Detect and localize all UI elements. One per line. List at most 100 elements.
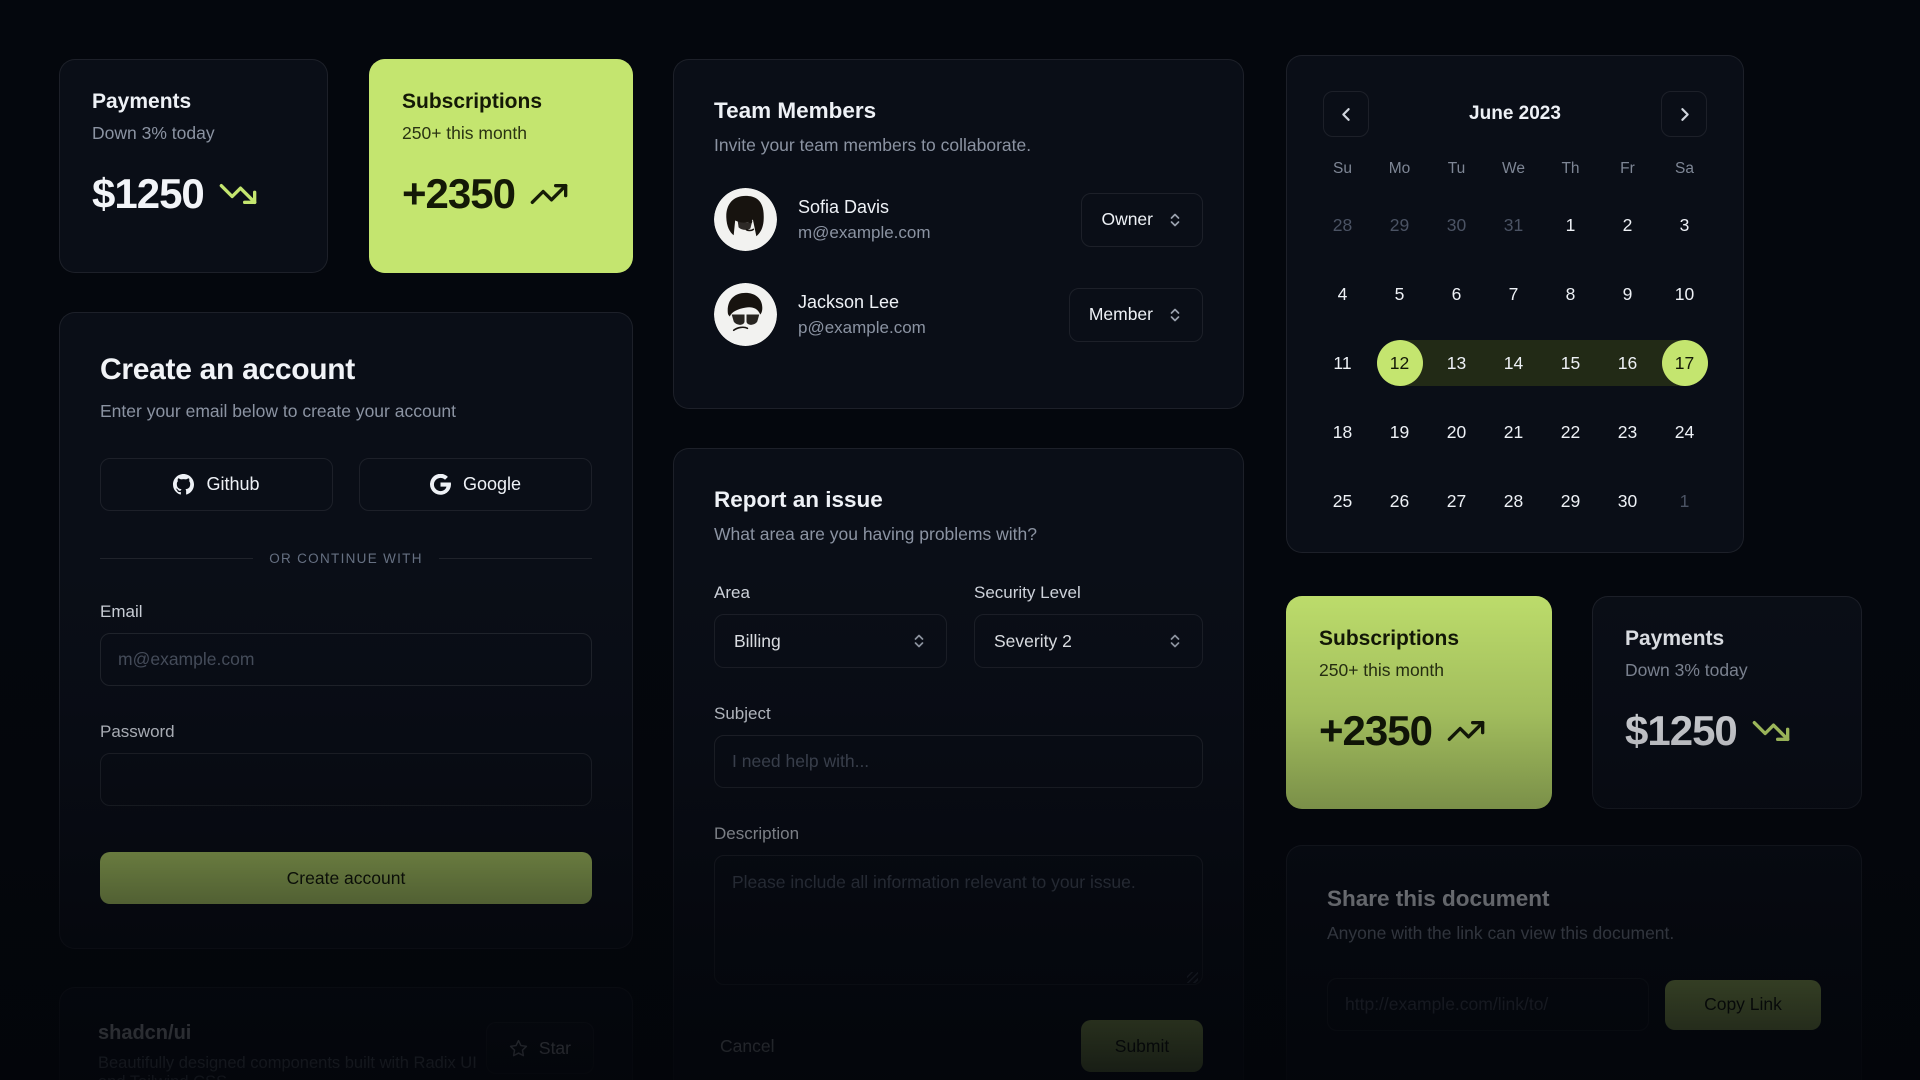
calendar-day[interactable]: 13 [1428,340,1485,386]
trending-up-icon [530,184,568,204]
copy-link-button[interactable]: Copy Link [1665,979,1821,1030]
calendar-day[interactable]: 23 [1599,409,1656,455]
card-title: Payments [1625,627,1725,650]
security-level-select-value: Severity 2 [994,630,1072,651]
calendar-day[interactable]: 29 [1371,202,1428,248]
calendar-day-number: 1 [1565,214,1576,235]
calendar-day[interactable]: 24 [1656,409,1713,455]
calendar-day[interactable]: 31 [1485,202,1542,248]
cancel-button[interactable]: Cancel [714,1024,780,1069]
google-button-label: Google [462,474,522,494]
calendar-day[interactable]: 28 [1314,202,1371,248]
member-email: m@example.com [798,222,931,242]
calendar-day-number: 11 [1333,352,1352,373]
calendar-day-number: 14 [1503,352,1524,373]
calendar-day-number: 20 [1446,421,1467,442]
calendar-day-number: 26 [1389,490,1410,511]
calendar-day[interactable]: 12 [1371,340,1428,386]
star-button[interactable]: Star [485,1022,594,1074]
calendar-day[interactable]: 8 [1542,271,1599,317]
calendar-day[interactable]: 30 [1599,478,1656,524]
report-issue-card: Report an issue What area are you having… [673,448,1244,1080]
calendar-month-label: June 2023 [1469,103,1561,124]
calendar-day[interactable]: 22 [1542,409,1599,455]
calendar-day[interactable]: 27 [1428,478,1485,524]
calendar-day[interactable]: 1 [1542,202,1599,248]
calendar-day-number: 21 [1503,421,1524,442]
security-level-select[interactable]: Severity 2 [974,614,1203,668]
role-select-member[interactable]: Member [1068,287,1203,342]
calendar-day[interactable]: 11 [1314,340,1371,386]
description-field[interactable] [714,855,1203,985]
password-label: Password [100,722,175,741]
email-field[interactable] [100,633,592,686]
card-title: Share this document [1327,886,1550,911]
area-select[interactable]: Billing [714,614,947,668]
next-month-button[interactable] [1661,91,1707,137]
calendar-day[interactable]: 18 [1314,409,1371,455]
member-email: p@example.com [798,317,926,337]
calendar-day-number: 23 [1617,421,1638,442]
calendar-day[interactable]: 5 [1371,271,1428,317]
calendar-day[interactable]: 16 [1599,340,1656,386]
trending-up-icon [1447,721,1485,741]
create-account-card: Create an account Enter your email below… [59,312,633,949]
calendar-day[interactable]: 7 [1485,271,1542,317]
calendar-day-number: 29 [1560,490,1581,511]
stat-value: $1250 [92,170,205,217]
calendar-day-header: Th [1561,160,1580,177]
card-subtitle: Down 3% today [1625,660,1748,680]
calendar-day[interactable]: 6 [1428,271,1485,317]
previous-month-button[interactable] [1323,91,1369,137]
calendar-day-header: Fr [1620,160,1635,177]
calendar-day-number: 8 [1565,283,1576,304]
calendar-day[interactable]: 21 [1485,409,1542,455]
calendar-day[interactable]: 9 [1599,271,1656,317]
calendar-day-number: 17 [1661,340,1708,386]
calendar-day[interactable]: 29 [1542,478,1599,524]
calendar-day[interactable]: 10 [1656,271,1713,317]
card-title: Payments [92,90,192,113]
calendar-day-header: Mo [1388,160,1411,177]
share-link-input[interactable] [1327,978,1649,1031]
calendar-day[interactable]: 15 [1542,340,1599,386]
calendar-day-number: 13 [1446,352,1467,373]
calendar-day-number: 15 [1560,352,1581,373]
calendar-day[interactable]: 14 [1485,340,1542,386]
calendar-day[interactable]: 3 [1656,202,1713,248]
calendar-day-number: 6 [1451,283,1462,304]
role-select-value: Member [1088,304,1153,324]
avatar [714,188,777,251]
area-label: Area [714,583,750,602]
avatar [714,283,777,346]
calendar-day[interactable]: 17 [1656,340,1713,386]
email-label: Email [100,602,143,621]
calendar-day[interactable]: 4 [1314,271,1371,317]
stat-value: +2350 [1319,707,1433,754]
card-title: Subscriptions [402,90,543,113]
share-document-card: Share this document Anyone with the link… [1286,845,1862,1080]
calendar-day[interactable]: 19 [1371,409,1428,455]
calendar-day-number: 19 [1389,421,1410,442]
calendar-day-number: 1 [1679,490,1690,511]
github-button[interactable]: Github [100,458,333,511]
subject-field[interactable] [714,735,1203,788]
calendar-day[interactable]: 30 [1428,202,1485,248]
calendar-day[interactable]: 28 [1485,478,1542,524]
calendar-day[interactable]: 25 [1314,478,1371,524]
create-account-button[interactable]: Create account [100,852,592,904]
calendar-day[interactable]: 26 [1371,478,1428,524]
calendar-day[interactable]: 1 [1656,478,1713,524]
github-repo-card: shadcn/ui Beautifully designed component… [59,987,633,1080]
calendar-day[interactable]: 2 [1599,202,1656,248]
calendar-day-header: Sa [1675,160,1694,177]
star-icon [509,1039,528,1056]
role-select-owner[interactable]: Owner [1081,192,1203,247]
team-members-card: Team Members Invite your team members to… [673,59,1244,409]
calendar-day[interactable]: 20 [1428,409,1485,455]
google-button[interactable]: Google [359,458,592,511]
submit-button[interactable]: Submit [1081,1020,1203,1072]
google-icon [430,474,451,495]
password-field[interactable] [100,753,592,806]
